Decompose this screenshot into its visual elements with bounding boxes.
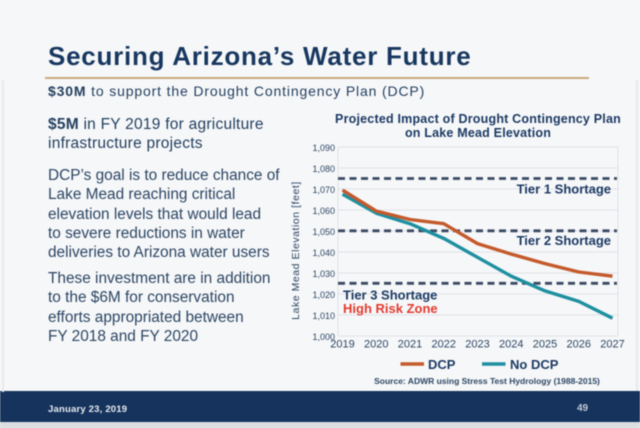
- svg-text:1,070: 1,070: [312, 185, 335, 195]
- svg-text:2025: 2025: [533, 339, 557, 351]
- svg-text:Tier 1 Shortage: Tier 1 Shortage: [517, 182, 611, 197]
- svg-text:1,010: 1,010: [312, 311, 335, 321]
- svg-text:Lake Mead Elevation [feet]: Lake Mead Elevation [feet]: [290, 181, 302, 320]
- svg-text:1,030: 1,030: [312, 269, 335, 279]
- svg-text:1,040: 1,040: [312, 248, 335, 258]
- svg-text:1,080: 1,080: [312, 164, 335, 174]
- svg-text:Tier 2 Shortage: Tier 2 Shortage: [517, 233, 611, 248]
- svg-text:1,000: 1,000: [312, 332, 335, 342]
- svg-text:1,020: 1,020: [312, 290, 335, 300]
- svg-text:2024: 2024: [499, 339, 523, 351]
- svg-text:2026: 2026: [567, 339, 591, 351]
- svg-text:2022: 2022: [432, 339, 456, 351]
- svg-text:1,060: 1,060: [312, 206, 335, 216]
- svg-text:2021: 2021: [398, 339, 422, 351]
- svg-text:2023: 2023: [465, 339, 489, 351]
- svg-text:Tier 3 Shortage: Tier 3 Shortage: [343, 288, 437, 303]
- svg-text:2020: 2020: [364, 339, 388, 351]
- svg-text:DCP: DCP: [428, 357, 456, 372]
- svg-text:2019: 2019: [330, 339, 354, 351]
- svg-text:No DCP: No DCP: [510, 357, 559, 372]
- svg-text:High Risk Zone: High Risk Zone: [343, 301, 438, 316]
- svg-text:1,090: 1,090: [312, 143, 335, 153]
- svg-text:2027: 2027: [600, 339, 624, 351]
- svg-text:1,050: 1,050: [312, 227, 335, 237]
